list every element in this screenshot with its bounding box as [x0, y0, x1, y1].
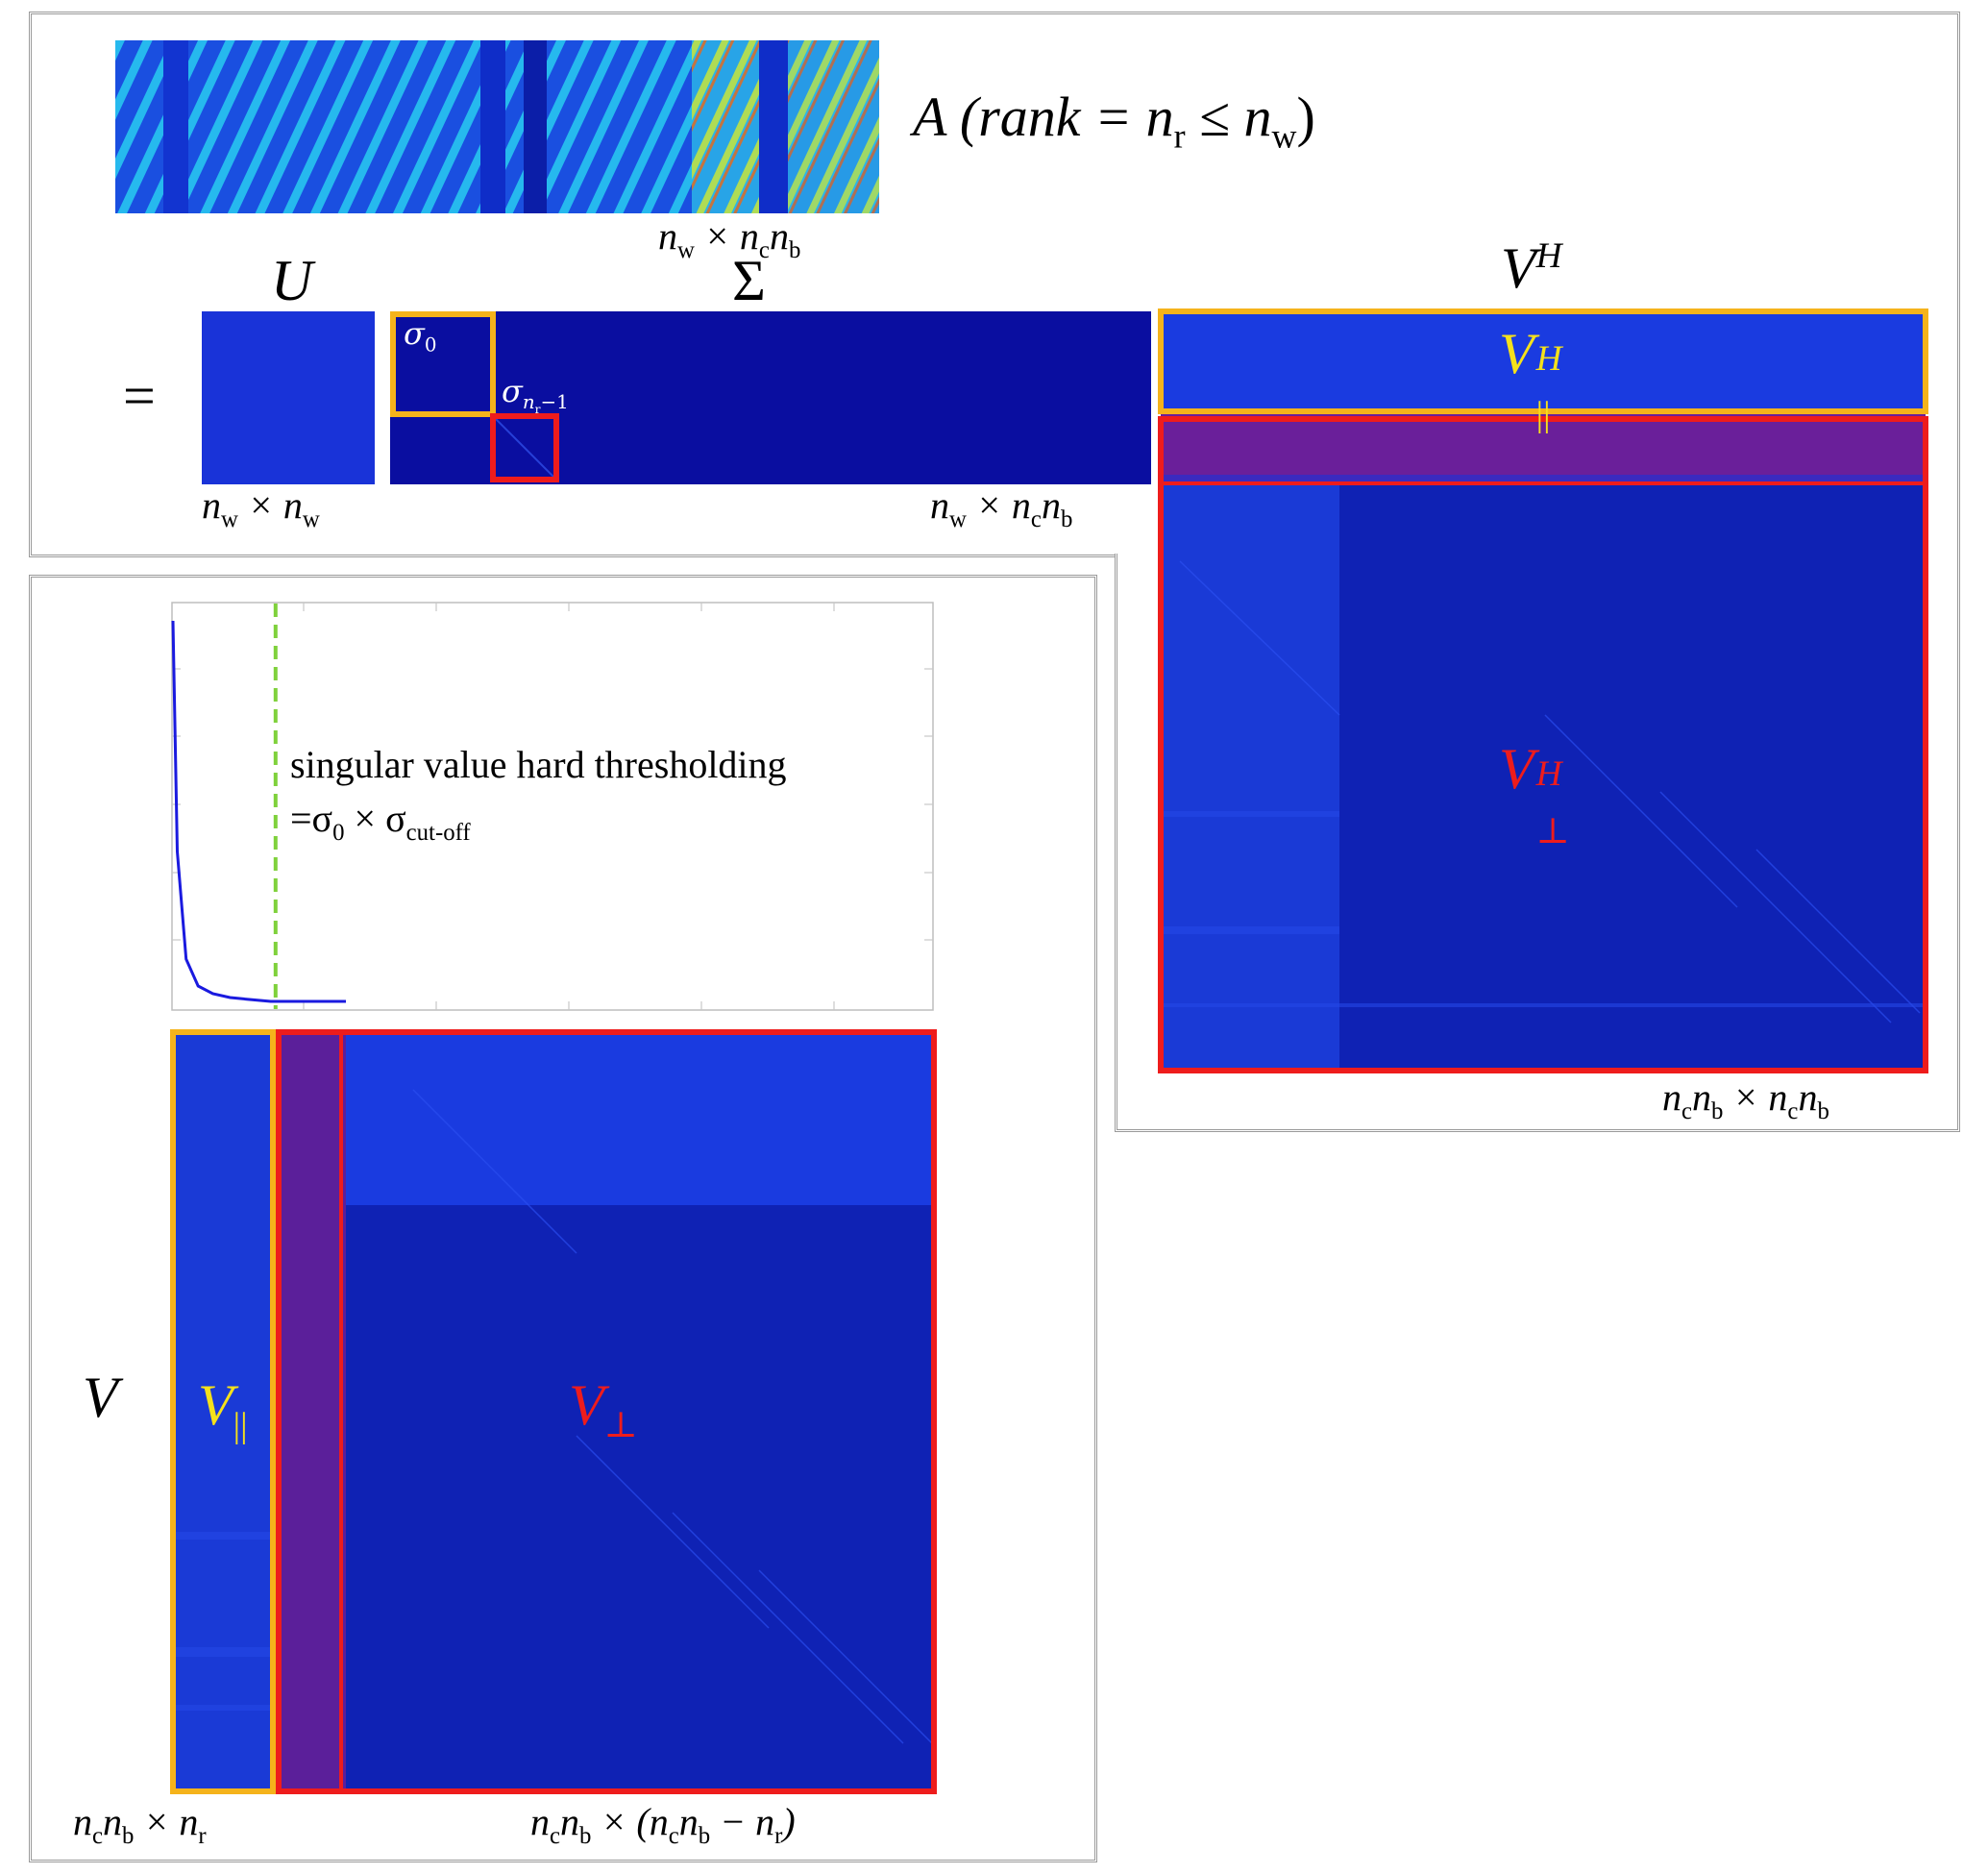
VH-parallel-block: [1158, 308, 1928, 414]
matrix-A-label: A (rank = nr ≤ nw): [913, 86, 1315, 156]
threshold-annotation: singular value hard thresholding =σ0 × σ…: [290, 738, 787, 860]
matrix-V-label: V: [83, 1366, 118, 1429]
singular-value-plot: [171, 602, 934, 1011]
matrix-V: [173, 1032, 934, 1791]
sigma-last-label: σnr−1: [502, 373, 569, 417]
matrix-Sigma: [390, 311, 1151, 484]
matrix-U: [202, 311, 375, 484]
threshold-text-line2: =σ0 × σcut-off: [290, 797, 471, 846]
sigma0-label: σ0: [404, 315, 437, 357]
V-perp-label: V⊥: [569, 1373, 638, 1445]
sigma-noise-diagonal: [496, 419, 553, 477]
V-parallel-dims: ncnb × nr: [73, 1800, 207, 1849]
VH-perp-highlight-band: [1158, 416, 1928, 485]
singular-value-curve: [171, 620, 346, 1003]
matrix-U-label: U: [271, 249, 313, 312]
equals-sign: =: [123, 364, 156, 428]
V-parallel-block: [170, 1029, 276, 1794]
sigma-noise-block: [490, 413, 559, 482]
VH-parallel-label: V H ||: [1499, 322, 1562, 434]
matrix-Sigma-dims: nw × ncnb: [930, 483, 1073, 532]
matrix-VH: [1161, 311, 1926, 1071]
matrix-Sigma-label: Σ: [732, 249, 766, 312]
matrix-VH-label: VH: [1501, 236, 1562, 300]
V-parallel-label: V||: [198, 1373, 248, 1445]
V-perp-dims: ncnb × (ncnb − nr): [530, 1800, 796, 1849]
VH-perp-label: V H ⊥: [1499, 737, 1570, 851]
matrix-A-heatmap: [115, 40, 879, 213]
matrix-VH-dims: ncnb × ncnb: [1662, 1075, 1829, 1124]
matrix-A-dims: nw × ncnb: [658, 214, 801, 263]
sigma-signal-block: [390, 311, 496, 417]
threshold-text-line1: singular value hard thresholding: [290, 743, 787, 786]
V-perp-highlight-band: [276, 1029, 343, 1794]
matrix-U-dims: nw × nw: [202, 483, 320, 532]
